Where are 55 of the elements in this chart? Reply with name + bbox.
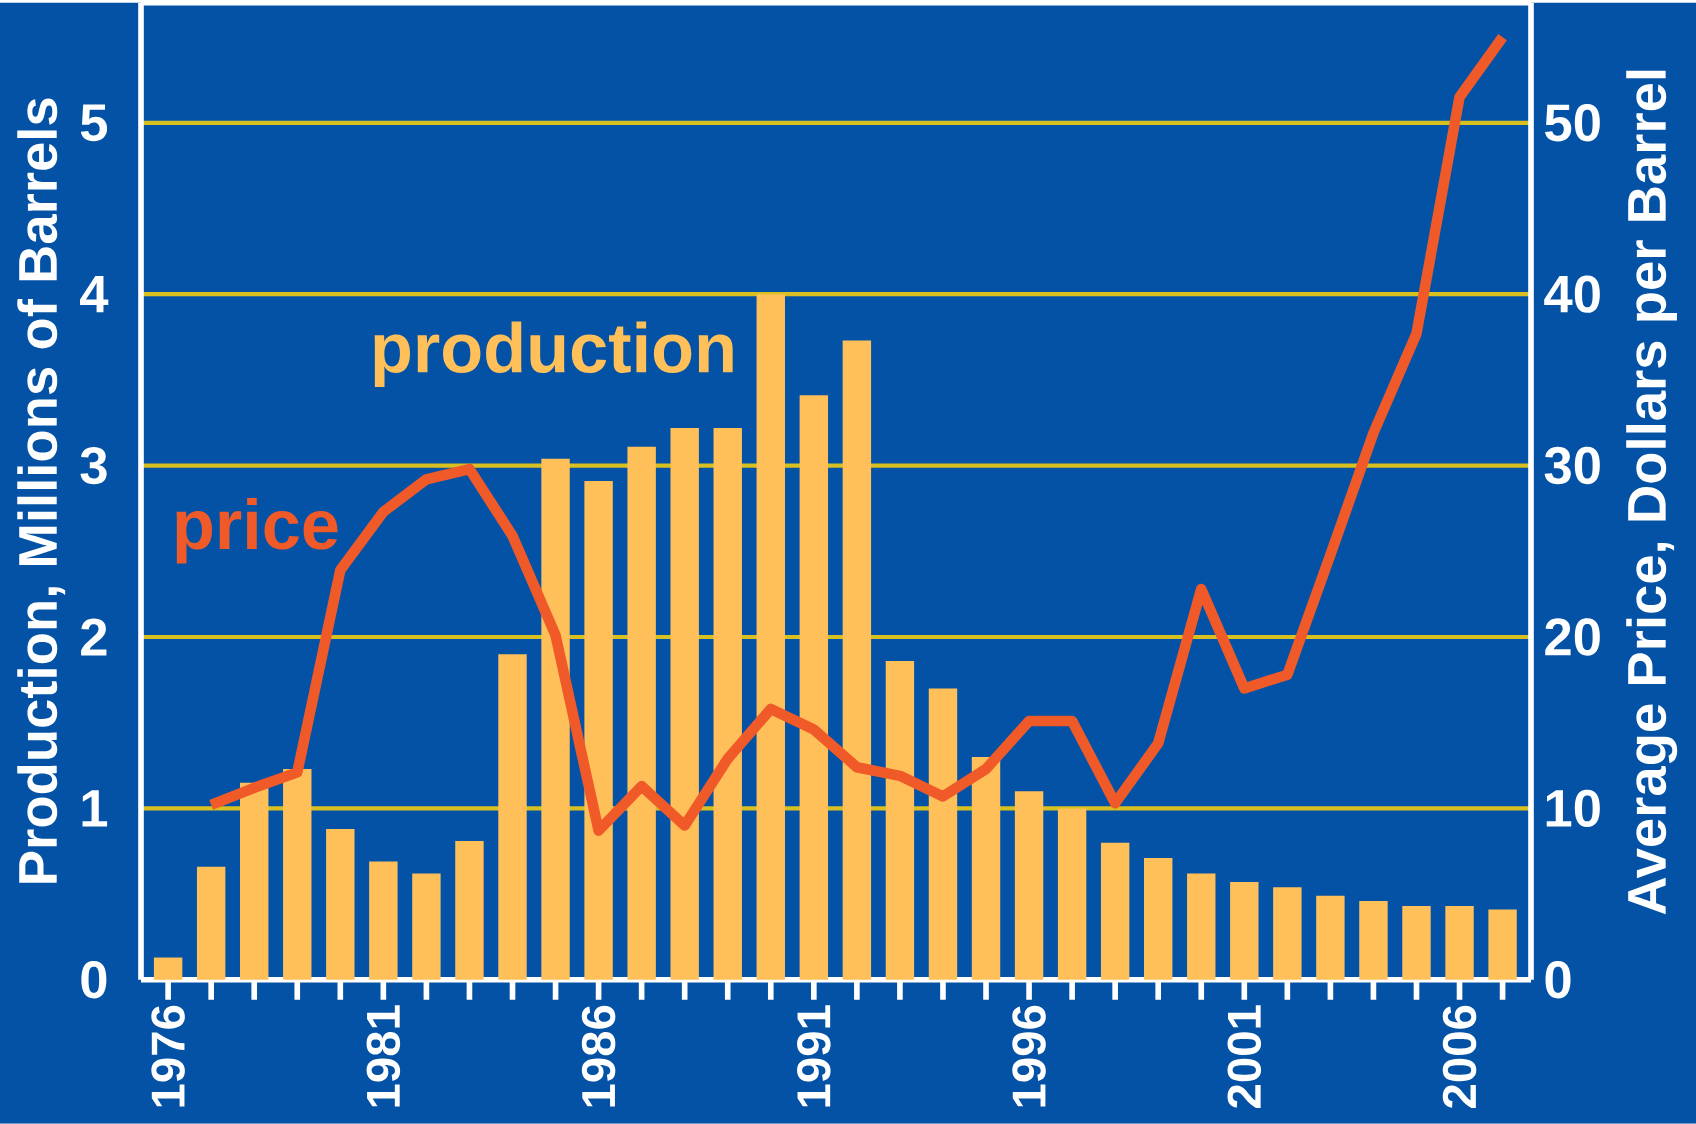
bar (1402, 906, 1431, 980)
bar (283, 769, 312, 980)
bar (1359, 901, 1388, 980)
bar (1144, 858, 1173, 980)
bar (196, 866, 226, 980)
y2-tick-label: 50 (1545, 104, 1600, 142)
bar (153, 957, 183, 980)
bar (326, 829, 355, 980)
x-tick-label: 1986 (581, 1005, 616, 1107)
bar (1187, 873, 1216, 980)
bar (713, 427, 742, 980)
y2-tick-label: 10 (1546, 789, 1600, 828)
bar (1057, 808, 1087, 980)
y-tick-label: 2 (81, 618, 107, 656)
x-tick-label: 2006 (1442, 1005, 1477, 1109)
y2-tick-label: 40 (1544, 275, 1600, 313)
bar (240, 782, 269, 980)
bar (584, 481, 613, 980)
y-tick-label: 3 (80, 446, 107, 485)
bar (1445, 906, 1474, 980)
bar (842, 340, 872, 980)
y-tick-label: 1 (82, 790, 108, 827)
bar (1230, 882, 1259, 980)
bar (971, 757, 1001, 980)
bar (885, 661, 915, 980)
x-tick-label: 1976 (151, 1005, 185, 1107)
bar (369, 861, 398, 980)
bar (928, 688, 958, 980)
y2-tick-label: 20 (1545, 618, 1600, 656)
bar (627, 446, 656, 980)
x-tick-label: 1991 (797, 1005, 831, 1107)
y2-tick-label: 0 (1545, 961, 1571, 999)
bar (412, 873, 441, 980)
bar (670, 427, 699, 980)
bar (756, 294, 785, 980)
y-tick-label: 0 (81, 961, 107, 999)
bar (1014, 791, 1044, 980)
y-axis-title: Production, Millions of Barrels (17, 98, 66, 883)
bar (498, 654, 527, 980)
y2-axis-title: Average Price, Dollars per Barrel (1626, 70, 1678, 915)
bar (541, 458, 570, 980)
bar (1488, 909, 1517, 980)
bar (455, 841, 484, 980)
y-tick-label: 5 (80, 104, 108, 142)
series-label: price (176, 498, 338, 564)
bar (799, 395, 829, 980)
y2-tick-label: 30 (1544, 446, 1600, 485)
y-tick-label: 4 (80, 276, 109, 313)
bar (1316, 895, 1345, 980)
x-tick-label: 1996 (1012, 1005, 1046, 1107)
bar (1100, 842, 1130, 980)
x-tick-label: 2001 (1227, 1005, 1262, 1109)
series-label: production (374, 321, 733, 388)
x-tick-label: 1981 (366, 1005, 401, 1107)
bar (1273, 887, 1302, 980)
